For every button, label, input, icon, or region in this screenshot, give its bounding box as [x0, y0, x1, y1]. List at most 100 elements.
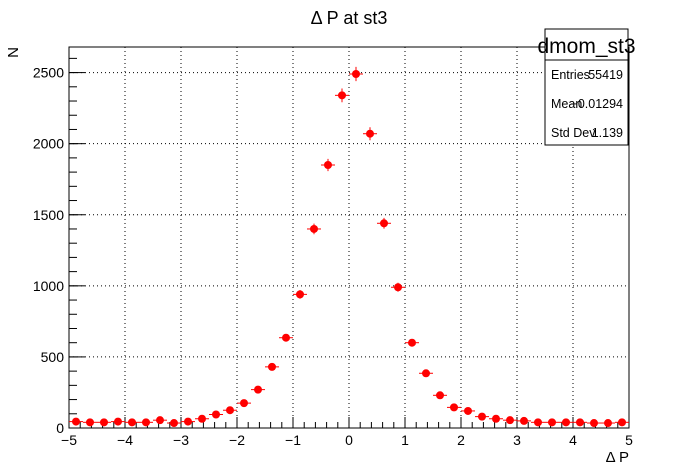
data-point: [363, 127, 377, 141]
data-point: [531, 418, 545, 427]
data-point: [125, 418, 139, 427]
x-tick-label: 3: [513, 432, 521, 448]
data-marker: [408, 338, 416, 347]
x-tick-label: −1: [285, 432, 301, 448]
data-point: [167, 419, 181, 428]
data-point: [321, 158, 335, 172]
data-point: [69, 417, 83, 426]
data-point: [517, 416, 531, 425]
data-marker: [520, 416, 528, 425]
data-point: [139, 418, 153, 427]
data-point: [97, 418, 111, 427]
data-point: [293, 290, 307, 299]
data-point: [475, 412, 489, 421]
data-marker: [324, 160, 332, 169]
data-point: [83, 418, 97, 427]
data-marker: [142, 418, 150, 427]
x-tick-label: 0: [345, 432, 353, 448]
data-marker: [184, 417, 192, 426]
data-marker: [380, 219, 388, 228]
x-tick-label: 5: [625, 432, 633, 448]
data-marker: [254, 385, 262, 394]
stats-box: dmom_st3 Entries 55419 Mean −0.01294 Std…: [537, 28, 636, 146]
data-marker: [590, 419, 598, 428]
x-tick-label: 2: [457, 432, 465, 448]
chart-title: Δ P at st3: [311, 8, 388, 28]
data-marker: [436, 391, 444, 400]
data-point: [419, 369, 433, 378]
data-marker: [604, 419, 612, 428]
data-marker: [422, 369, 430, 378]
data-point: [279, 333, 293, 342]
data-marker: [394, 283, 402, 292]
stats-mean-label: Mean: [551, 97, 582, 111]
data-point: [391, 282, 405, 292]
x-tick-label: −4: [117, 432, 133, 448]
data-point: [433, 391, 447, 400]
x-tick-label: 1: [401, 432, 409, 448]
data-marker: [478, 412, 486, 421]
x-tick-label: −3: [173, 432, 189, 448]
x-tick-label: 4: [569, 432, 577, 448]
data-point: [615, 418, 629, 427]
data-point: [601, 419, 615, 428]
data-point: [559, 418, 573, 427]
y-tick-label: 500: [41, 349, 65, 365]
data-point: [153, 416, 167, 425]
data-marker: [100, 418, 108, 427]
data-point: [573, 418, 587, 427]
data-marker: [492, 414, 500, 423]
data-marker: [170, 419, 178, 428]
data-point: [209, 410, 223, 419]
data-marker: [114, 417, 122, 426]
data-point: [111, 417, 125, 426]
data-marker: [534, 418, 542, 427]
data-point: [587, 419, 601, 428]
data-point: [447, 403, 461, 412]
data-point: [503, 416, 517, 425]
data-point: [335, 88, 349, 103]
tick-labels: −5 −4 −3 −2 −1 0 1 2 3 4 5 0 500 1000 1500 2000 2500: [33, 65, 633, 448]
data-point: [237, 399, 251, 408]
stats-box-name: dmom_st3: [537, 35, 635, 58]
data-point: [545, 418, 559, 427]
y-tick-label: 2500: [33, 65, 64, 81]
stats-stddev-label: Std Dev: [551, 126, 596, 140]
y-tick-label: 0: [56, 420, 64, 436]
data-marker: [352, 70, 360, 79]
data-marker: [128, 418, 136, 427]
stats-mean-value: −0.01294: [571, 97, 624, 111]
data-marker: [296, 290, 304, 299]
data-marker: [282, 333, 290, 342]
data-marker: [226, 406, 234, 415]
data-marker: [506, 416, 514, 425]
data-point: [265, 362, 279, 371]
data-marker: [464, 406, 472, 415]
data-marker: [240, 399, 248, 408]
data-point: [377, 217, 391, 229]
data-marker: [576, 418, 584, 427]
data-marker: [548, 418, 556, 427]
data-point: [223, 406, 237, 415]
data-marker: [310, 224, 318, 233]
stats-box-frame: [544, 28, 629, 146]
data-marker: [450, 403, 458, 412]
data-points: [69, 66, 629, 428]
data-marker: [366, 129, 374, 138]
data-point: [195, 414, 209, 423]
data-point: [349, 66, 363, 82]
x-axis-title: Δ P: [606, 449, 629, 466]
data-marker: [618, 418, 626, 427]
data-point: [405, 338, 419, 347]
x-tick-label: −2: [229, 432, 245, 448]
grid-lines: [69, 47, 629, 428]
stats-entries-value: 55419: [588, 68, 623, 82]
data-marker: [562, 418, 570, 427]
data-marker: [338, 91, 346, 100]
data-point: [307, 223, 321, 235]
data-point: [181, 417, 195, 426]
data-point: [489, 414, 503, 423]
y-tick-label: 1000: [33, 278, 64, 294]
